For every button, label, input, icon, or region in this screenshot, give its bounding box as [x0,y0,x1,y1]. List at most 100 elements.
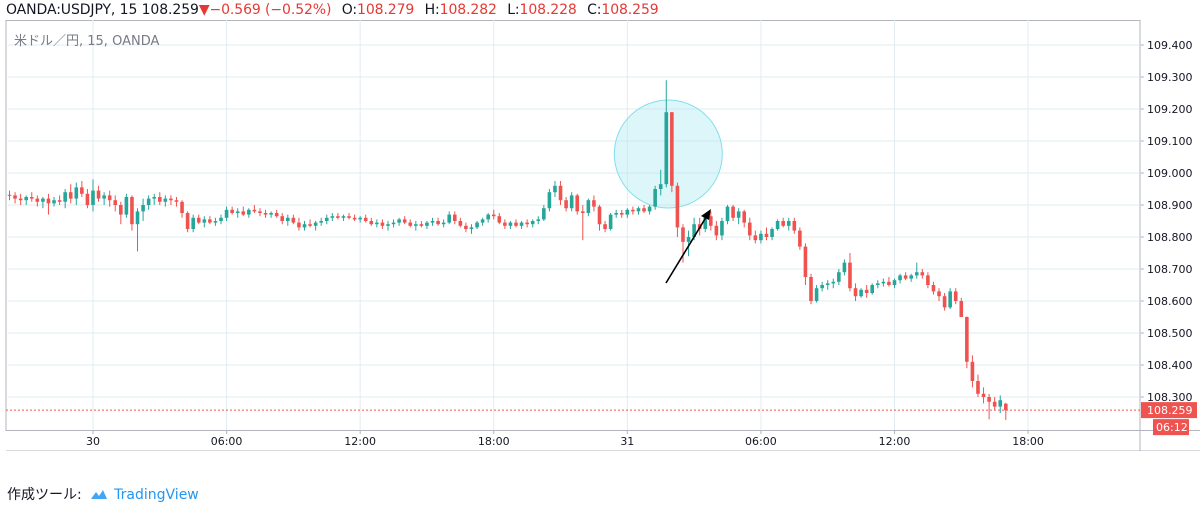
candle-body [670,112,674,186]
candle-body [686,237,691,242]
candle-body [18,198,23,201]
tradingview-logo-icon [91,490,108,499]
candle-body [85,193,90,205]
candle-body [564,200,568,209]
candle-body [580,211,585,213]
candle-body [658,184,663,189]
candle-body [914,272,919,276]
candle-body [152,197,157,199]
candle-body [937,291,941,297]
candle-body [35,198,40,202]
candle-body [519,222,524,226]
y-tick-label: 108.800 [1147,231,1193,244]
candle-body [397,219,401,223]
candle-body [603,224,607,229]
candle-body [798,230,802,247]
candle-body [347,216,351,218]
candle-body [809,277,813,301]
x-tick-label: 18:00 [1012,435,1044,448]
candle-body [887,281,891,285]
candle-body [725,206,730,221]
candle-body [130,197,134,225]
candle-body [775,221,780,229]
candle-body [987,397,991,402]
plot-border [5,20,1141,431]
x-tick-label: 30 [86,435,100,448]
y-tick-label: 108.600 [1147,295,1193,308]
candle-body [881,281,886,284]
candle-body [230,209,234,213]
candle-body [391,222,396,225]
candle-body [369,221,374,225]
candle-body [308,224,312,226]
candle-body [981,393,986,397]
candle-body [742,211,747,223]
y-tick-label: 108.700 [1147,263,1193,276]
tradingview-brand[interactable]: TradingView [114,487,199,503]
candle-body [330,216,335,218]
candle-body [714,225,719,236]
chart-area[interactable]: 109.400 109.300 109.200 109.100 109.000 108.9… [0,20,1200,451]
chart-legend: 米ドル／円, 15, OANDA [14,34,159,49]
candle-body [953,291,958,301]
candle-body [469,227,474,229]
candle-body [386,224,390,226]
candle-body [875,283,880,285]
candle-body [597,206,602,225]
candle-body [736,211,741,218]
candle-body [525,222,529,225]
countdown-label: 06:12 [1156,421,1188,434]
candle-body [909,275,913,279]
high-value: 108.282 [439,2,497,18]
candle-body [224,209,229,218]
y-tick-label: 109.300 [1147,71,1193,84]
candle-body [441,222,446,225]
candle-body [458,221,463,226]
candle-body [553,185,557,193]
close-value: 108.259 [601,2,659,18]
candle-body [747,222,752,236]
candle-body [642,208,646,212]
candle-body [820,285,824,289]
candle-body [157,197,162,202]
candle-body [180,201,184,213]
x-tick-label: 31 [620,435,634,448]
footer-credit: 作成ツール: TradingView [7,484,199,504]
candle-body [341,216,346,218]
candle-body [247,209,251,215]
candle-body [720,221,724,236]
x-tick-label: 12:00 [344,435,376,448]
candle-body [681,227,685,242]
footer-prefix: 作成ツール: [7,487,82,503]
countdown-tag [1153,419,1189,436]
open-label: O: [341,2,358,18]
candle-body [653,189,657,207]
candle-body [68,192,73,199]
open-value: 108.279 [357,2,415,18]
candle-body [324,217,329,221]
candlestick-chart[interactable]: 109.400 109.300 109.200 109.100 109.000 108.9… [0,20,1200,451]
candle-body [241,211,246,215]
candle-body [447,214,452,223]
candle-body [319,221,323,223]
candle-body [202,219,207,223]
candle-body [764,233,769,237]
candle-body [102,195,106,199]
candle-body [74,187,79,199]
y-tick-label: 108.300 [1147,391,1193,404]
y-tick-label: 109.400 [1147,39,1193,52]
y-tick-label: 108.900 [1147,199,1193,212]
x-tick-label: 06:00 [745,435,777,448]
candle-body [436,221,440,225]
candle-body [7,194,12,196]
candle-body [291,217,296,223]
candle-body [786,221,791,226]
candle-body [664,112,669,185]
candle-body [430,221,435,223]
candle-body [269,213,273,215]
symbol-label: OANDA:USDJPY, 15 [6,2,138,18]
x-tick-label: 06:00 [211,435,243,448]
candle-body [864,289,869,293]
candle-body [185,213,190,229]
candle-body [252,209,257,212]
